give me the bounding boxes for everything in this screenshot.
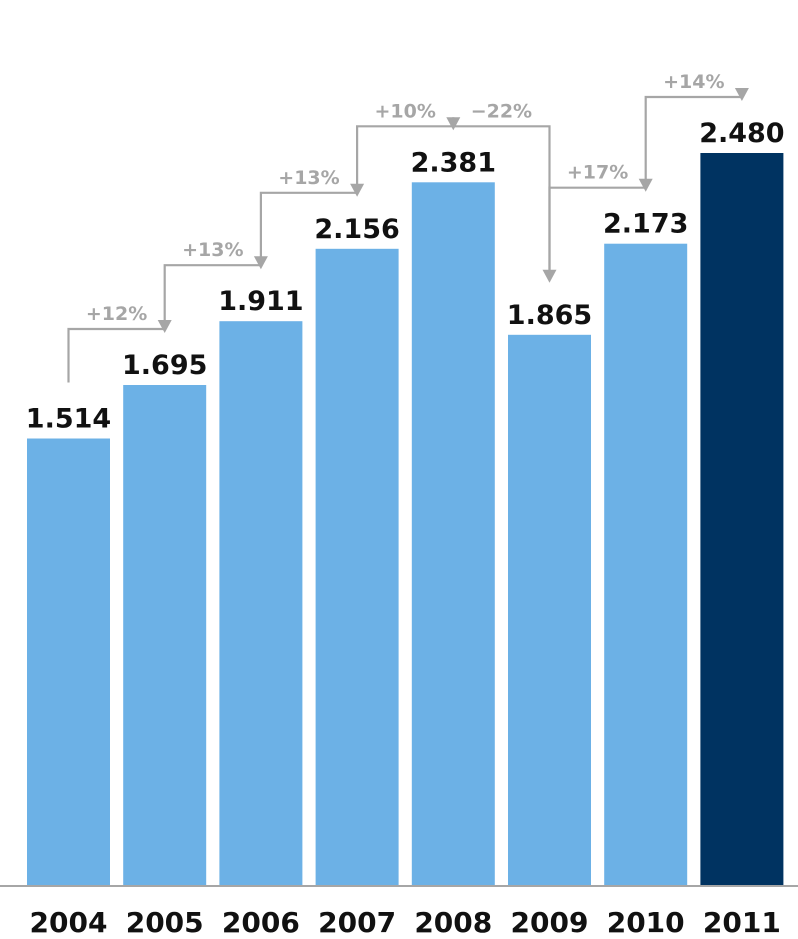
change-label-2005: +12% — [86, 303, 147, 325]
tick-label-2010: 2010 — [607, 906, 685, 939]
change-label-2007: +13% — [278, 167, 339, 189]
change-label-2008: +10% — [374, 100, 435, 122]
value-label-2010: 2.173 — [603, 209, 688, 240]
arrowhead-2011 — [734, 88, 749, 101]
tick-label-2008: 2008 — [414, 906, 492, 939]
x-tick-labels: 2004 2005 2006 2007 2008 2009 2010 2011 — [30, 906, 781, 939]
tick-label-2005: 2005 — [126, 906, 204, 939]
bar-2010 — [604, 243, 688, 886]
value-labels: 1.514 1.695 1.911 2.156 2.381 1.865 2.173 2.480 — [26, 118, 785, 435]
bar-2004 — [27, 438, 110, 886]
bar-2006 — [219, 321, 303, 886]
change-label-2006: +13% — [182, 239, 243, 261]
tick-label-2006: 2006 — [222, 906, 300, 939]
tick-label-2007: 2007 — [318, 906, 396, 939]
tick-label-2009: 2009 — [511, 906, 589, 939]
bars — [27, 153, 784, 887]
tick-label-2004: 2004 — [30, 906, 108, 939]
change-label-2009: −22% — [471, 100, 532, 122]
change-label-2011: +14% — [663, 71, 724, 93]
bar-2011 — [700, 153, 784, 886]
growth-connectors: +12% +13% +13% +10% −22% +17% +14% — [67, 71, 749, 383]
change-label-2010: +17% — [567, 162, 628, 184]
bar-2007 — [315, 248, 399, 887]
tick-label-2011: 2011 — [703, 906, 781, 939]
value-label-2009: 1.865 — [507, 300, 592, 331]
bar-2008 — [411, 182, 495, 887]
value-label-2006: 1.911 — [218, 286, 303, 317]
value-label-2005: 1.695 — [122, 350, 207, 381]
value-label-2011: 2.480 — [699, 118, 784, 149]
value-label-2007: 2.156 — [314, 214, 399, 245]
arrowhead-2008 — [446, 117, 461, 131]
value-label-2004: 1.514 — [26, 404, 111, 435]
bar-2005 — [123, 385, 207, 886]
value-label-2008: 2.381 — [411, 147, 496, 178]
bar-2009 — [508, 334, 591, 886]
